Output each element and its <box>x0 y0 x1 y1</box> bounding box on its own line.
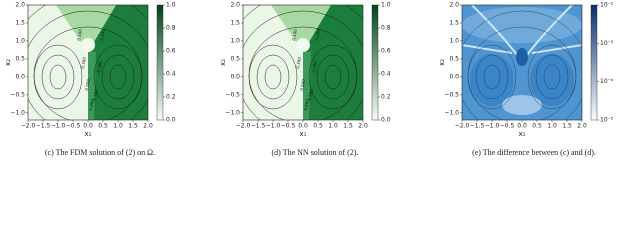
colorbar-tick-label: 10⁻⁵ <box>600 117 614 124</box>
x-tick-label: 0.0 <box>298 123 308 130</box>
x-tick-label: −1.0 <box>266 123 281 130</box>
x-tick-label: −1.5 <box>470 123 485 130</box>
x-tick-label: −1.5 <box>251 123 266 130</box>
y-tick-label: 1.5 <box>449 19 459 26</box>
x-tick-label: −0.5 <box>66 123 81 130</box>
y-tick-label: 0.5 <box>449 55 459 62</box>
colorbar <box>156 4 164 121</box>
y-tick-label: 0.0 <box>15 73 25 80</box>
contour-label: 0.100 <box>76 28 83 41</box>
caption: (d) The NN solution of (2). <box>272 148 359 157</box>
y-tick-label: 0.0 <box>230 73 240 80</box>
contour-label: 0.300 <box>311 60 318 73</box>
colorbar-tick-label: 10⁻⁴ <box>600 78 614 85</box>
contour-label: 0.100 <box>99 28 106 41</box>
caption: (c) The FDM solution of (2) on Ω. <box>45 148 155 157</box>
x-tick-label: 0.5 <box>532 123 542 130</box>
colorbar-tick-label: 0.4 <box>166 71 176 78</box>
colorbar-tick-label: 0.2 <box>166 94 176 101</box>
x-tick-label: −1.0 <box>485 123 500 130</box>
figure: −2.0 −1.5 −1.0 −0.5 0.0 0.5 1.0 1.5 2.0−1.0−0.50… <box>4 2 614 157</box>
colorbar <box>371 4 379 121</box>
y-tick-label: 1.0 <box>230 37 240 44</box>
x-axis-label: x₁ <box>519 130 526 138</box>
colorbar-tick-label: 0.4 <box>381 71 391 78</box>
x-tick-label: 0.0 <box>517 123 527 130</box>
x-tick-label: 1.5 <box>562 123 572 130</box>
y-tick-label: −0.5 <box>444 91 459 98</box>
x-tick-label: 0.0 <box>83 123 93 130</box>
x-tick-label: −2.0 <box>236 123 251 130</box>
caption: (e) The difference between (c) and (d). <box>472 148 596 157</box>
y-axis-label: x₂ <box>438 59 446 66</box>
y-tick-label: 0.0 <box>449 73 459 80</box>
x-tick-label: 1.5 <box>128 123 138 130</box>
x-tick-label: 1.5 <box>343 123 353 130</box>
colorbar-tick-label: 1.0 <box>381 2 391 9</box>
y-tick-label: 1.0 <box>449 37 459 44</box>
y-tick-label: −1.0 <box>444 109 459 116</box>
x-tick-label: −1.5 <box>36 123 51 130</box>
contour-label: 0.900 <box>303 98 310 111</box>
contour-label: 0.900 <box>88 98 95 111</box>
y-tick-label: 0.5 <box>15 55 25 62</box>
colorbar-tick-label: 0.2 <box>381 94 391 101</box>
colorbar-tick-label: 0.0 <box>381 117 391 124</box>
contour-label: 0.100 <box>314 28 321 41</box>
contour-label: 0.500 <box>84 78 91 91</box>
y-tick-label: 1.5 <box>230 19 240 26</box>
contour-label: 0.500 <box>92 88 99 101</box>
contour-label: 0.100 <box>291 28 298 41</box>
contour-label: 0.300 <box>80 56 87 69</box>
colorbar-tick-label: 0.0 <box>166 117 176 124</box>
x-tick-label: −2.0 <box>455 123 470 130</box>
y-axis-label: x₂ <box>4 59 12 66</box>
x-axis-label: x₁ <box>85 130 92 138</box>
y-tick-label: 2.0 <box>449 2 459 9</box>
colorbar-tick-label: 0.6 <box>166 48 176 55</box>
contour-label: 0.300 <box>295 56 302 69</box>
colorbar-tick-label: 10⁻² <box>600 2 614 9</box>
colorbar-tick-label: 0.8 <box>381 25 391 32</box>
y-tick-label: 1.0 <box>15 37 25 44</box>
colorbar-tick-label: 10⁻³ <box>600 40 614 47</box>
x-tick-label: −2.0 <box>21 123 36 130</box>
x-tick-label: −0.5 <box>281 123 296 130</box>
colorbar-tick-label: 1.0 <box>166 2 176 9</box>
x-tick-label: 0.5 <box>98 123 108 130</box>
x-tick-label: 1.0 <box>547 123 557 130</box>
x-tick-label: 1.0 <box>328 123 338 130</box>
contour-label: 0.500 <box>307 88 314 101</box>
y-tick-label: 2.0 <box>230 2 240 9</box>
y-tick-label: 1.5 <box>15 19 25 26</box>
x-tick-label: −0.5 <box>500 123 515 130</box>
contour-label: 0.500 <box>299 78 306 91</box>
heatmap-image <box>462 5 582 120</box>
colorbar <box>590 4 598 121</box>
x-tick-label: 2.0 <box>143 123 153 130</box>
y-tick-label: −0.5 <box>10 91 25 98</box>
x-tick-label: 2.0 <box>358 123 368 130</box>
heatmap-image <box>28 5 148 120</box>
x-tick-label: 2.0 <box>577 123 587 130</box>
x-tick-label: −1.0 <box>51 123 66 130</box>
colorbar-tick-label: 0.8 <box>166 25 176 32</box>
contour-label: 0.300 <box>96 60 103 73</box>
colorbar-tick-label: 0.6 <box>381 48 391 55</box>
heatmap-image <box>243 5 363 120</box>
y-axis-label: x₂ <box>219 59 227 66</box>
y-tick-label: 2.0 <box>15 2 25 9</box>
y-tick-label: 0.5 <box>230 55 240 62</box>
y-tick-label: −0.5 <box>225 91 240 98</box>
y-tick-label: −1.0 <box>225 109 240 116</box>
x-axis-label: x₁ <box>300 130 307 138</box>
x-tick-label: 1.0 <box>113 123 123 130</box>
x-tick-label: 0.5 <box>313 123 323 130</box>
y-tick-label: −1.0 <box>10 109 25 116</box>
